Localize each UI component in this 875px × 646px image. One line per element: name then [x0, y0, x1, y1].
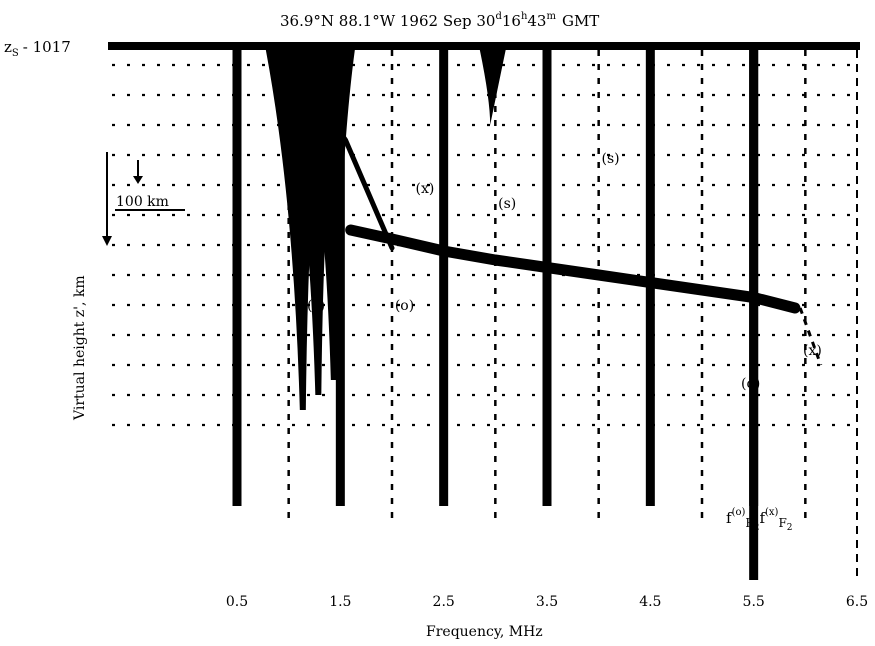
- ionogram-trace-x: [322, 107, 395, 251]
- chart-title-hour: 16: [502, 12, 521, 30]
- frequency-markers: [108, 42, 860, 580]
- ionogram-trace-o: [345, 224, 801, 314]
- x-tick-label: 5.5: [743, 594, 765, 610]
- critical-freq-x: f: [759, 509, 766, 527]
- chart-title-min: 43: [527, 12, 546, 30]
- sporadic-trace: [479, 50, 506, 125]
- chart-title-day-sup: d: [495, 11, 502, 22]
- frequency-marker-line: [335, 50, 345, 506]
- trace-layer: [265, 50, 823, 410]
- trace-label: (o): [741, 376, 760, 392]
- critical-freq-o-sub2: 2: [754, 523, 760, 533]
- x-tick-label: 1.5: [329, 594, 351, 610]
- frequency-marker-line: [439, 50, 449, 506]
- x-axis-label: Frequency, MHz: [426, 624, 543, 640]
- scale-bar: 100 km: [102, 152, 185, 246]
- zs-subscript: S: [12, 48, 19, 59]
- scale-bar-label: 100 km: [116, 194, 169, 210]
- critical-freq-dashed: [798, 307, 823, 366]
- trace-label: (s): [307, 298, 325, 314]
- x-tick-label: 6.5: [846, 594, 868, 610]
- critical-freq-x-sub2: 2: [787, 523, 793, 533]
- trace-label: (x): [416, 181, 435, 197]
- x-tick-label: 0.5: [226, 594, 248, 610]
- zs-value: - 1017: [23, 38, 71, 56]
- grid-layer: [112, 50, 860, 520]
- trace-label: (s): [602, 151, 620, 167]
- frequency-marker-line: [542, 50, 552, 506]
- trace-label: (x): [803, 343, 822, 359]
- chart-title-tz: GMT: [562, 12, 599, 30]
- x-tick-label: 2.5: [433, 594, 455, 610]
- critical-freq-o-sup: (o): [732, 507, 746, 518]
- critical-freq-x-sub: F: [778, 516, 786, 530]
- x-tick-labels: 0.5 1.5 2.5 3.5 4.5 5.5 6.5: [226, 594, 868, 610]
- trace-label: (s): [307, 190, 325, 206]
- frequency-marker-line: [232, 50, 242, 506]
- y-axis-label: Virtual height z', km: [72, 275, 88, 421]
- zs-label: zS - 1017: [4, 38, 71, 59]
- trace-labels: (s) (x) (s) (s) (s) (o) (x) (o): [307, 151, 822, 392]
- chart-title-main: 36.9°N 88.1°W 1962 Sep 30: [280, 12, 495, 30]
- frequency-marker-line: [749, 50, 759, 580]
- trace-label: (o): [395, 298, 414, 314]
- x-tick-label: 3.5: [536, 594, 558, 610]
- critical-freq-o: f: [726, 509, 733, 527]
- chart-title: 36.9°N 88.1°W 1962 Sep 30d16h43m GMT: [280, 11, 599, 30]
- zs-letter: z: [4, 38, 12, 56]
- critical-frequency-label: f(o)F2f(x)F2: [726, 507, 793, 533]
- critical-freq-x-sup: (x): [765, 507, 779, 518]
- chart-title-min-sup: m: [546, 11, 556, 22]
- trace-label: (s): [498, 196, 516, 212]
- chart-title-hour-sup: h: [521, 11, 528, 22]
- x-tick-label: 4.5: [639, 594, 661, 610]
- zs-reference-bar: [108, 42, 860, 50]
- critical-freq-o-sub: F: [745, 516, 753, 530]
